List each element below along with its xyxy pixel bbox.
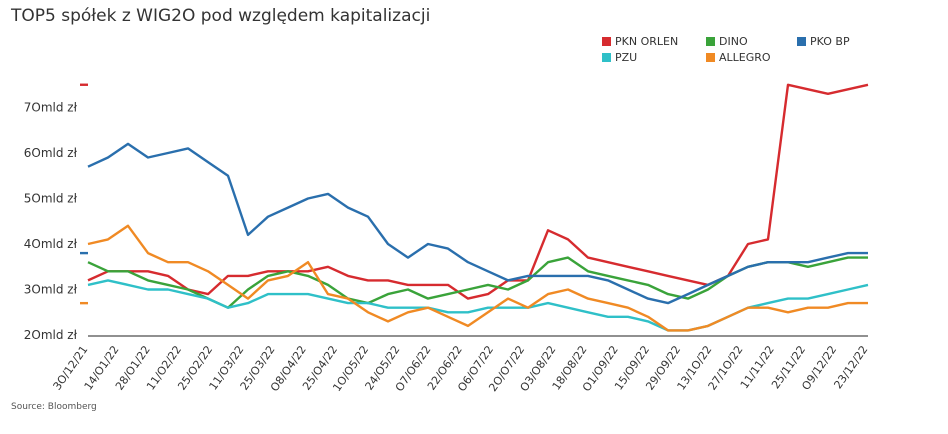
series-line-pko-bp <box>87 142 868 305</box>
legend-swatch <box>706 53 715 62</box>
y-tick-label: 4Omld zł <box>24 237 78 251</box>
series-lines <box>87 83 869 332</box>
legend-swatch <box>602 37 611 46</box>
y-axis-labels: 2Omld zł 3Omld zł 4Omld zł 5Omld zł 6Omld zł… <box>24 101 78 343</box>
x-axis-labels: 3O/12/2114/O1/2228/O1/2211/O2/2225/O2/22… <box>51 343 871 394</box>
y-tick-label: 6Omld zł <box>24 146 78 160</box>
legend-item: PZU <box>602 51 637 64</box>
chart-title: TOP5 spółek z WIG2O pod względem kapital… <box>11 6 431 26</box>
legend-label: PZU <box>615 51 638 64</box>
source-note: Source: Bloomberg <box>11 402 97 412</box>
y-tick-label: 3Omld zł <box>24 283 78 297</box>
series-line-allegro <box>87 224 868 332</box>
legend-label: PKO BP <box>810 35 850 48</box>
legend-item: PKO BP <box>797 35 850 48</box>
y-tick-label: 7Omld zł <box>24 101 78 115</box>
legend-item: DINO <box>706 35 748 48</box>
legend-swatch <box>797 37 806 46</box>
legend-label: ALLEGRO <box>719 51 771 64</box>
legend-label: DINO <box>719 35 748 48</box>
legend-item: ALLEGRO <box>706 51 771 64</box>
left-markers <box>80 83 88 305</box>
legend-swatch <box>602 53 611 62</box>
legend-swatch <box>706 37 715 46</box>
legend-label: PKN ORLEN <box>615 35 679 48</box>
series-line-pkn-orlen <box>87 83 869 300</box>
legend-item: PKN ORLEN <box>602 35 678 48</box>
y-tick-label: 5Omld zł <box>24 192 78 206</box>
y-tick-label: 2Omld zł <box>24 328 78 342</box>
